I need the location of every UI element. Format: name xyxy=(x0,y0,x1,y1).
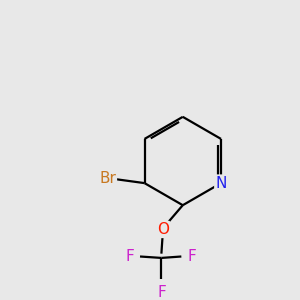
Text: F: F xyxy=(126,249,134,264)
Text: N: N xyxy=(215,176,227,190)
Text: F: F xyxy=(187,249,196,264)
Text: F: F xyxy=(157,285,166,300)
Text: Br: Br xyxy=(99,171,116,186)
Text: O: O xyxy=(157,222,169,237)
